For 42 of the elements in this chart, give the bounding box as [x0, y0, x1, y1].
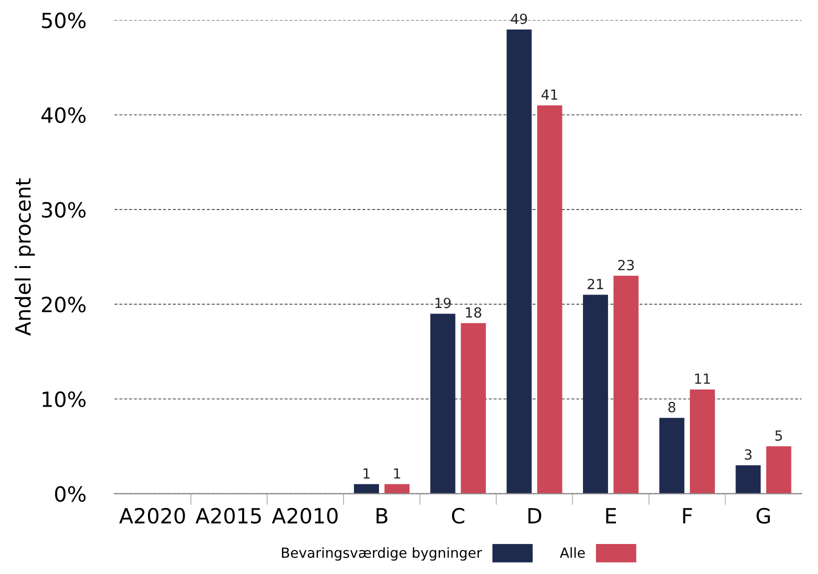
x-tick-label: A2010: [272, 508, 338, 524]
y-tick-label: 30%: [42, 202, 86, 218]
data-label: 18: [466, 307, 482, 318]
data-label: 3: [744, 449, 752, 460]
bar: [736, 465, 761, 494]
data-label: 11: [695, 374, 710, 384]
x-tick-label: E: [606, 508, 616, 524]
x-tick-label: B: [376, 508, 388, 524]
y-axis-title: Andel i procent: [14, 178, 35, 336]
bar: [690, 389, 715, 494]
data-label: 5: [775, 430, 782, 441]
bar: [506, 30, 532, 494]
y-tick-label: 50%: [42, 12, 86, 28]
data-label: 1: [364, 468, 370, 479]
legend-label: Alle: [560, 547, 585, 558]
bar: [537, 105, 562, 494]
y-tick-label: 40%: [41, 107, 86, 124]
data-label: 8: [668, 402, 676, 412]
x-tick-label: F: [683, 508, 692, 524]
x-tick-label: D: [528, 508, 542, 524]
data-label: 21: [588, 278, 604, 290]
bar: [354, 484, 379, 494]
data-label: 19: [436, 298, 451, 308]
data-label: 1: [394, 468, 400, 479]
x-tick-label: C: [452, 508, 464, 524]
x-tick-label: A2020: [119, 508, 185, 524]
bar: [614, 276, 639, 494]
x-tick-label: G: [756, 508, 770, 524]
bar: [659, 418, 684, 494]
y-tick-label: 10%: [42, 391, 86, 408]
bar: [384, 484, 410, 494]
data-label: 23: [618, 260, 634, 270]
y-tick-label: 20%: [42, 296, 86, 312]
legend-label: Bevaringsværdige bygninger: [282, 547, 482, 561]
data-label: 41: [542, 90, 558, 100]
data-label: 49: [511, 14, 528, 24]
x-tick-label: A2015: [196, 508, 261, 524]
bar: [460, 323, 486, 494]
y-tick-label: 0%: [55, 486, 86, 502]
bar: [430, 314, 456, 494]
bar: [766, 446, 792, 494]
bar: [582, 294, 608, 494]
